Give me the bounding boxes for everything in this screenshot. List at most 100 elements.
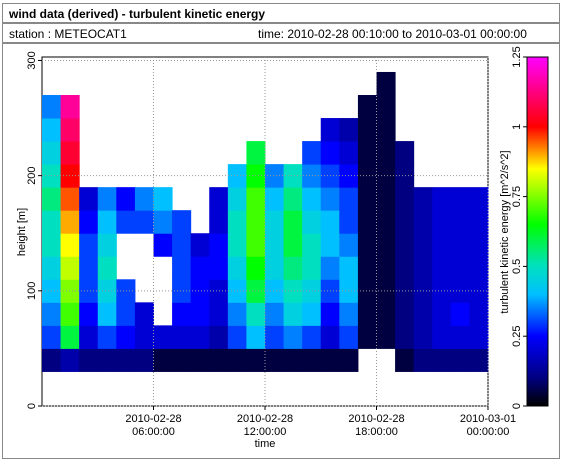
colorbar-tick-label: 0.25: [511, 325, 523, 346]
heat-cell: [450, 325, 470, 349]
y-tick-label: 100: [26, 282, 38, 300]
x-tick-label: 2010-03-01 00:00:00: [459, 413, 517, 438]
heat-cell: [246, 233, 266, 257]
heat-cell: [376, 71, 396, 96]
heat-cell: [339, 141, 359, 165]
heat-cell: [357, 233, 377, 257]
heat-cell: [265, 164, 285, 188]
heat-cell: [450, 348, 470, 372]
heat-cell: [153, 325, 173, 349]
heat-cell: [227, 325, 247, 349]
heat-cell: [172, 302, 192, 326]
heat-cell: [376, 210, 396, 234]
y-tick-label: 200: [26, 166, 38, 184]
heat-cell: [209, 325, 229, 349]
heat-cell: [302, 348, 322, 372]
heat-cell: [97, 325, 117, 349]
heat-cell: [97, 187, 117, 211]
heat-cell: [190, 302, 210, 326]
heat-cell: [209, 256, 229, 280]
heat-cell: [79, 279, 99, 303]
heat-cell: [116, 279, 136, 303]
heat-cell: [42, 210, 62, 234]
heat-cell: [227, 302, 247, 326]
heat-cell: [42, 118, 62, 142]
heat-cell: [60, 325, 80, 349]
heat-cell: [265, 233, 285, 257]
colorbar-label: turbulent kinetic energy [m^2/s^2]: [499, 150, 511, 313]
heat-cell: [339, 210, 359, 234]
heat-cell: [134, 325, 154, 349]
heat-cell: [302, 187, 322, 211]
heat-cell: [246, 325, 266, 349]
heat-cell: [265, 256, 285, 280]
heat-cell: [432, 187, 452, 211]
heat-cell: [283, 187, 303, 211]
heat-cell: [265, 279, 285, 303]
heat-cell: [357, 164, 377, 188]
heat-cell: [413, 302, 433, 326]
heat-cell: [450, 256, 470, 280]
heat-cell: [469, 256, 489, 280]
heat-cell: [97, 302, 117, 326]
heat-cell: [79, 187, 99, 211]
heat-cell: [395, 233, 415, 257]
heat-cell: [413, 187, 433, 211]
heat-cell: [283, 233, 303, 257]
heat-cell: [302, 256, 322, 280]
heat-cell: [97, 348, 117, 372]
time-range: time: 2010-02-28 00:10:00 to 2010-03-01 …: [258, 27, 527, 41]
heat-cell: [395, 210, 415, 234]
heat-cell: [339, 118, 359, 142]
heat-cell: [320, 210, 340, 234]
heat-cell: [227, 256, 247, 280]
heat-cell: [413, 233, 433, 257]
colorbar-tick-label: 0.5: [511, 259, 523, 274]
heat-cell: [376, 256, 396, 280]
heat-cell: [265, 325, 285, 349]
heat-cell: [320, 256, 340, 280]
heat-cell: [60, 118, 80, 142]
heat-cell: [227, 233, 247, 257]
heat-cell: [134, 210, 154, 234]
heat-cell: [395, 302, 415, 326]
heat-cell: [376, 279, 396, 303]
heat-cell: [172, 348, 192, 372]
heat-cell: [376, 233, 396, 257]
heat-cell: [60, 302, 80, 326]
heat-cell: [395, 141, 415, 165]
heat-cell: [450, 302, 470, 326]
heat-cell: [42, 233, 62, 257]
heat-cell: [395, 187, 415, 211]
heat-cell: [153, 233, 173, 257]
x-axis-label: time: [255, 438, 276, 450]
heat-cell: [60, 256, 80, 280]
heat-cell: [283, 348, 303, 372]
heat-cell: [302, 233, 322, 257]
heat-cell: [320, 187, 340, 211]
heat-cell: [60, 95, 80, 119]
heat-cell: [320, 141, 340, 165]
heat-cell: [79, 302, 99, 326]
heat-cell: [190, 279, 210, 303]
heat-cell: [357, 302, 377, 326]
heat-cell: [153, 348, 173, 372]
y-tick-label: 0: [26, 403, 38, 409]
colorbar-tick-label: 0: [511, 403, 523, 409]
heat-cell: [320, 233, 340, 257]
title-bar: wind data (derived) - turbulent kinetic …: [2, 3, 560, 23]
heat-cell: [79, 325, 99, 349]
heat-cell: [134, 348, 154, 372]
heat-cell: [79, 256, 99, 280]
y-tick-label: 300: [26, 51, 38, 69]
heat-cell: [97, 279, 117, 303]
heat-cell: [60, 348, 80, 372]
heat-cell: [227, 187, 247, 211]
heat-cell: [60, 233, 80, 257]
heat-cell: [116, 210, 136, 234]
heat-cell: [450, 279, 470, 303]
heat-cell: [302, 210, 322, 234]
heat-cell: [227, 348, 247, 372]
station: station : METEOCAT1: [9, 27, 127, 41]
